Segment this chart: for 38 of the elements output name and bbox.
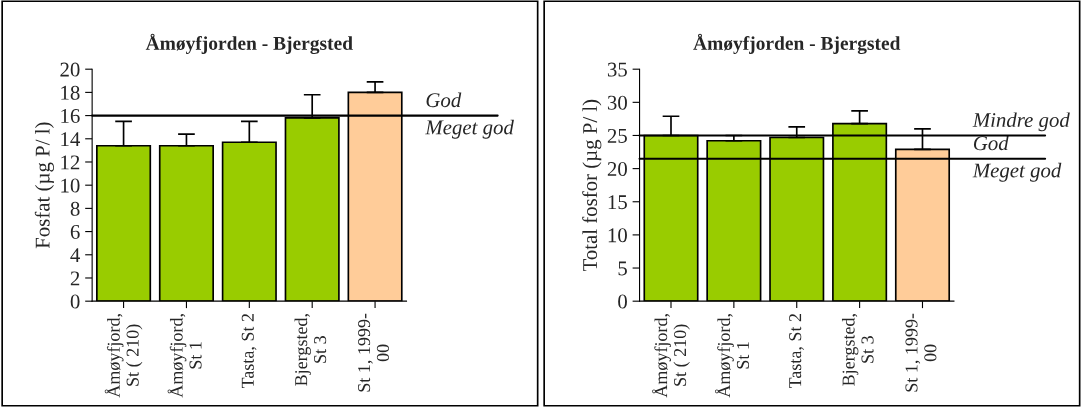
x-tick-label: St 1, 1999- 00 bbox=[905, 313, 937, 392]
y-tick-label: 8 bbox=[70, 201, 80, 216]
y-tick-label: 4 bbox=[70, 248, 81, 263]
y-tick-label: 18 bbox=[61, 85, 80, 100]
x-tick-label: St 1, 1999- 00 bbox=[358, 313, 390, 392]
y-axis-title: Fosfat (µg P/ l) bbox=[34, 122, 54, 249]
x-tick-label: Tasta, St 2 bbox=[241, 313, 257, 389]
y-tick-label: 10 bbox=[608, 228, 627, 243]
y-tick-label: 2 bbox=[70, 271, 80, 286]
y-tick-label: 20 bbox=[607, 161, 627, 177]
text: Mindre god bbox=[972, 112, 1070, 132]
y-tick-label: 6 bbox=[70, 225, 80, 240]
x-tick-label: Bjergsted, St 3 bbox=[841, 314, 874, 386]
y-tick-label: 15 bbox=[608, 195, 627, 210]
x-tick-label: Åmøyfjord, St 1 bbox=[715, 314, 750, 398]
chart-title: Åmøyfjorden - Bjergsted bbox=[145, 33, 353, 55]
y-tick-label: 16 bbox=[61, 109, 80, 124]
y-tick-label: 5 bbox=[618, 261, 627, 276]
y-tick-label: 25 bbox=[607, 128, 627, 143]
y-tick-label: 12 bbox=[61, 155, 80, 170]
x-tick-label: Bjergsted, St 3 bbox=[294, 314, 327, 386]
y-tick-label: 20 bbox=[60, 62, 80, 77]
y-tick-label: 0 bbox=[70, 294, 80, 309]
y-tick-label: 10 bbox=[61, 178, 80, 193]
y-tick-label: 35 bbox=[607, 62, 627, 77]
text: Meget god bbox=[425, 119, 514, 139]
y-tick-label: 0 bbox=[618, 294, 627, 309]
chart-title: Åmøyfjorden - Bjergsted bbox=[693, 33, 901, 55]
y-tick-label: 30 bbox=[607, 95, 627, 110]
text: God bbox=[973, 135, 1009, 151]
text: God bbox=[426, 92, 462, 108]
text: Meget god bbox=[972, 162, 1062, 182]
y-tick-label: 14 bbox=[61, 132, 81, 147]
x-tick-label: Tasta, St 2 bbox=[789, 313, 804, 389]
y-axis-title: Total fosfor (µg P/ l) bbox=[582, 99, 602, 272]
x-tick-label: Åmøyfjord, St ( 210) bbox=[104, 314, 143, 398]
x-tick-label: Åmøyfjord, St 1 bbox=[167, 314, 202, 398]
x-tick-label: Åmøyfjord, St ( 210) bbox=[652, 314, 690, 398]
